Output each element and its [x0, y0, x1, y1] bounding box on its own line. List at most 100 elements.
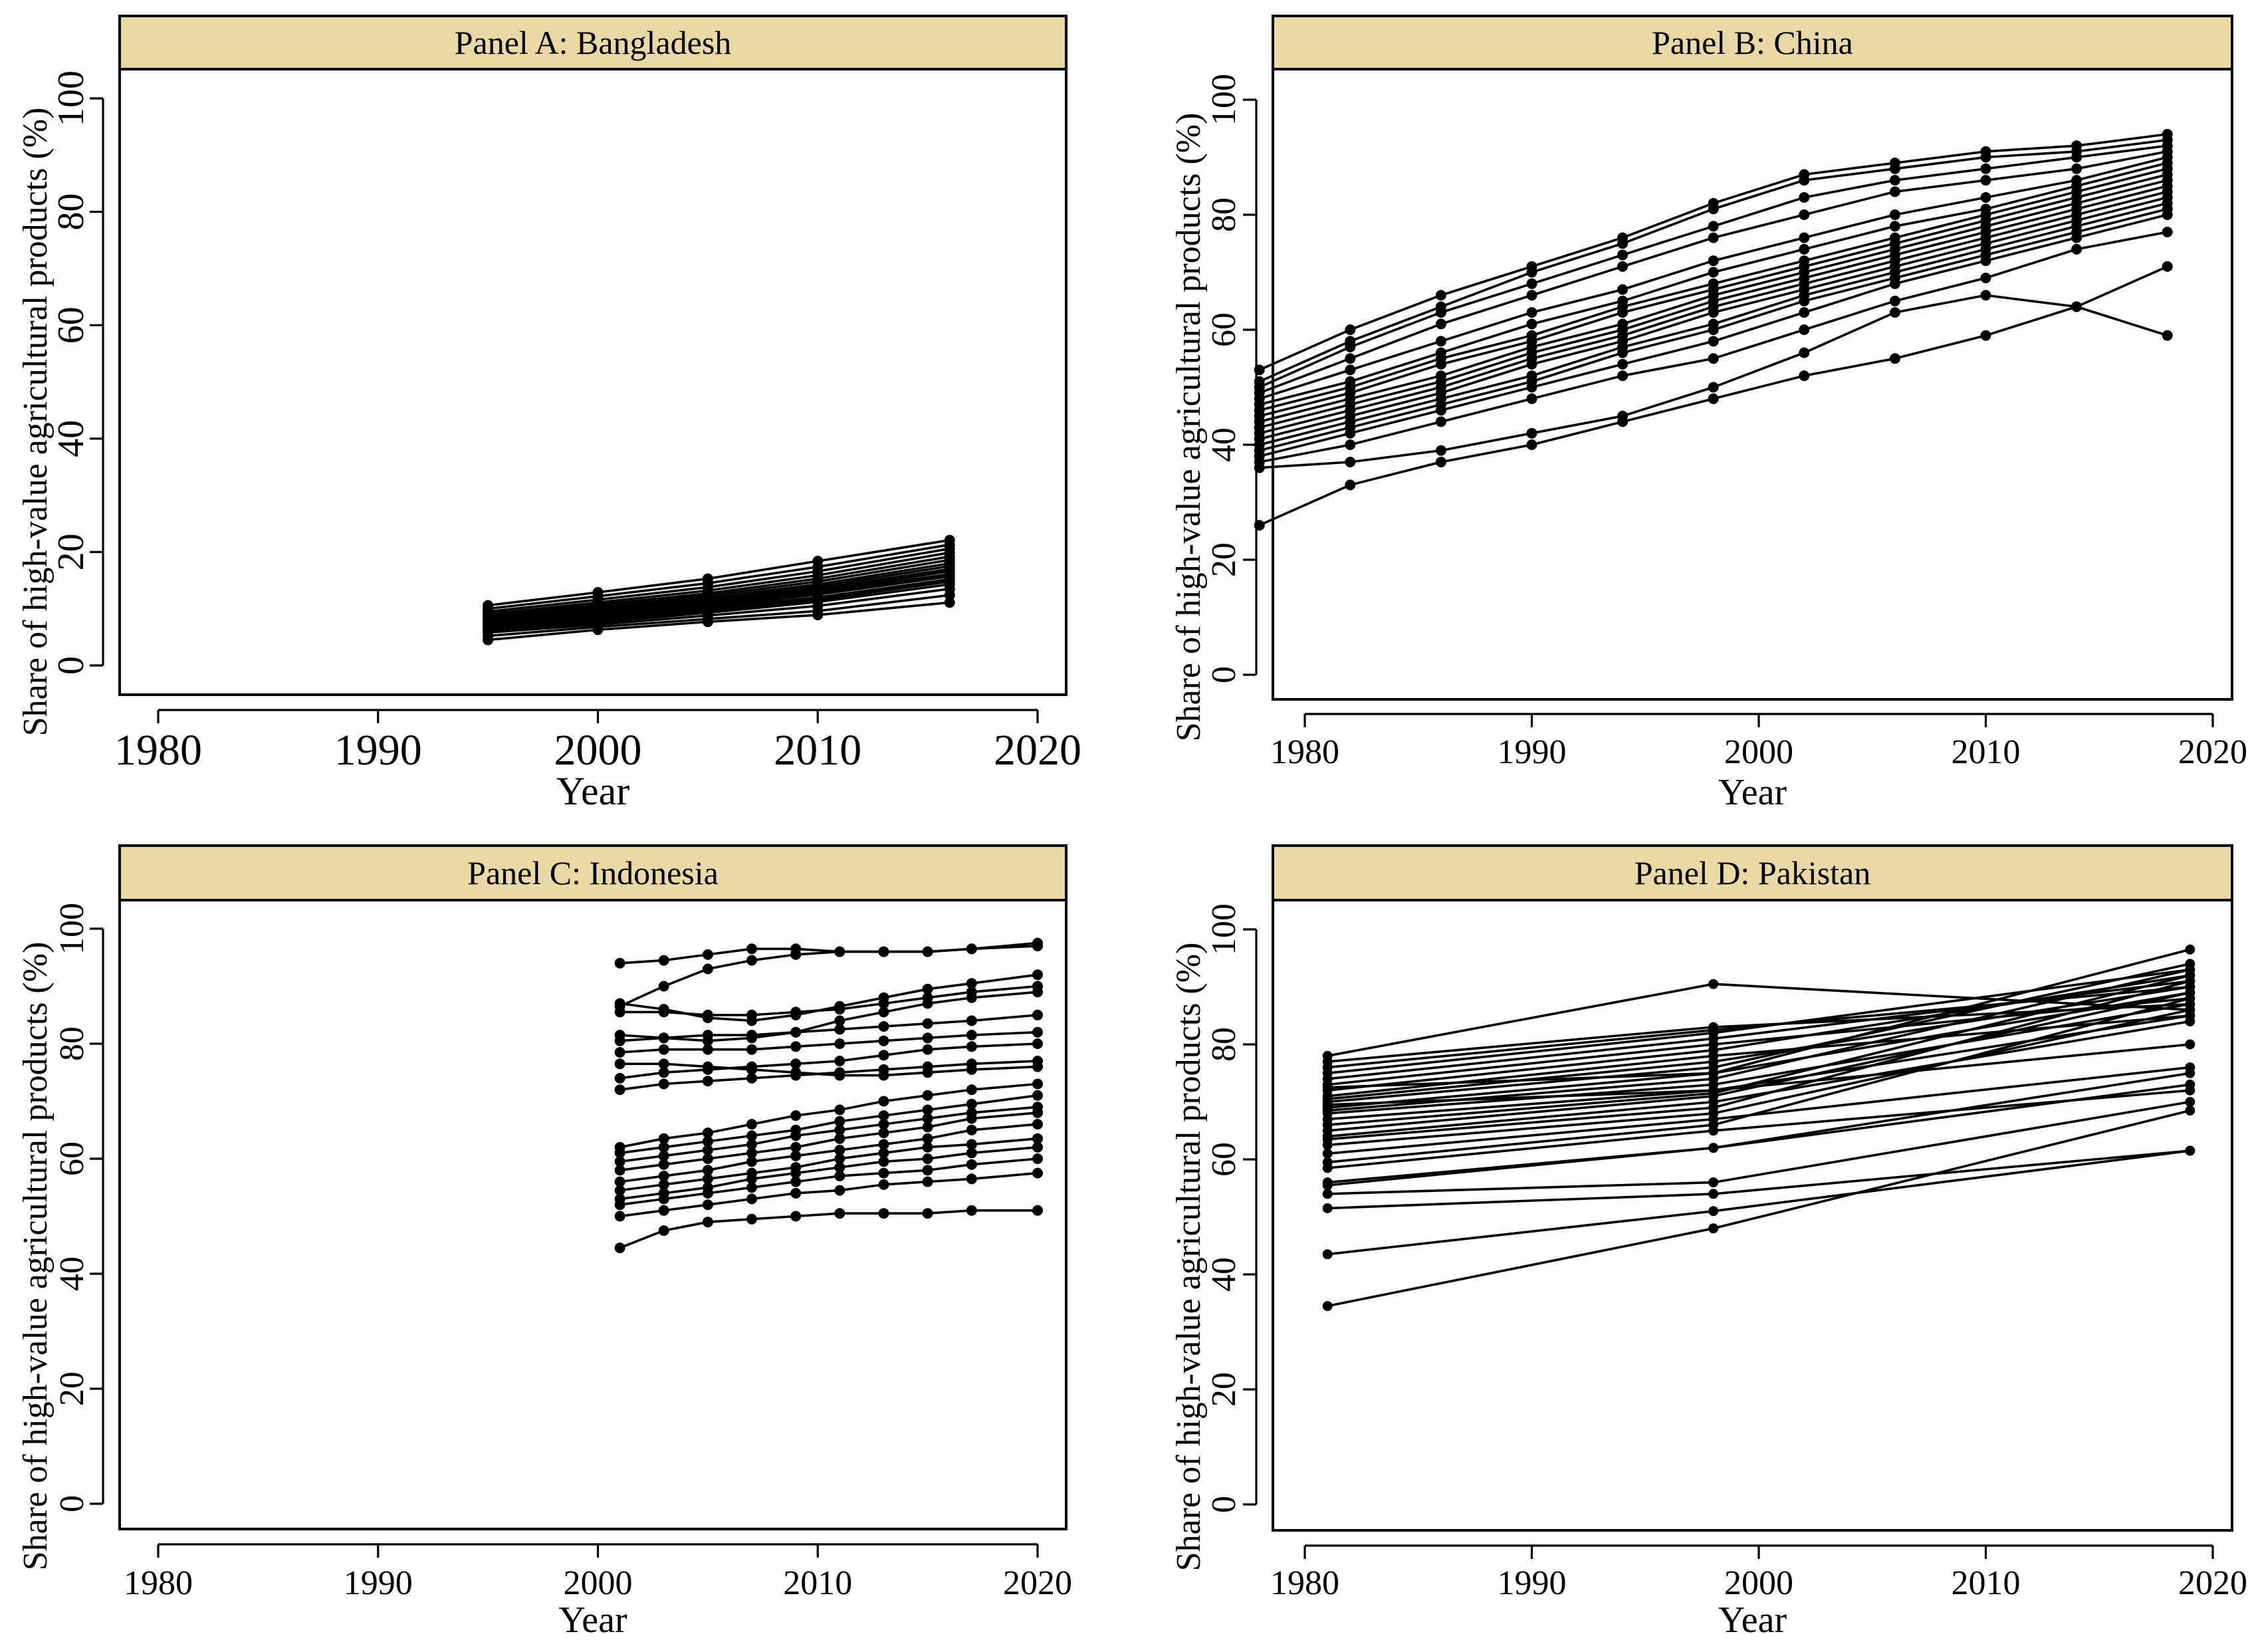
data-point: [1526, 427, 1537, 439]
data-point: [1708, 1189, 1719, 1199]
data-point: [746, 955, 757, 966]
data-point: [746, 1130, 757, 1141]
data-point: [878, 1070, 889, 1081]
data-point: [746, 1032, 757, 1044]
data-point: [834, 1133, 845, 1144]
data-point: [1889, 175, 1900, 186]
series-line-province-8: [618, 1106, 1039, 1163]
data-point: [1435, 457, 1446, 467]
series-line-province-18: [618, 973, 1039, 1022]
data-point: [614, 1156, 625, 1167]
x-axis-title: Year: [1718, 1599, 1787, 1641]
x-tick-label: 2020: [994, 726, 1081, 774]
y-tick-label: 100: [51, 70, 92, 126]
data-point: [922, 1032, 933, 1044]
data-point: [658, 1044, 669, 1055]
data-point: [702, 1127, 713, 1139]
x-tick-label: 2000: [1724, 1564, 1793, 1602]
x-tick-label: 2020: [2178, 1564, 2247, 1602]
data-point: [812, 556, 824, 566]
panel-d-title-strip: [1272, 844, 2233, 901]
data-point: [966, 978, 977, 989]
data-point: [658, 981, 669, 992]
data-point: [1617, 249, 1629, 261]
data-point: [614, 957, 625, 969]
data-point: [834, 1153, 845, 1164]
data-point: [1032, 1090, 1043, 1101]
data-point: [966, 1098, 977, 1110]
data-point: [834, 1145, 845, 1155]
data-point: [1708, 393, 1719, 404]
data-point: [614, 1141, 625, 1153]
data-point: [702, 1173, 713, 1185]
panel-c-title-strip: [118, 844, 1068, 901]
data-point: [922, 1018, 933, 1029]
data-point: [790, 1162, 802, 1173]
data-point: [614, 1001, 625, 1012]
y-axis-title: Share of high-value agricultural product…: [1170, 943, 1208, 1572]
data-point: [790, 1150, 802, 1161]
data-point: [790, 1124, 802, 1135]
x-tick-label: 1980: [124, 1564, 193, 1602]
panel-d-x-axis: 1980 1990 2000 2010 2020 Year: [1270, 1544, 2247, 1641]
y-tick-label: 20: [1205, 1372, 1243, 1407]
panel-c: Panel C: Indonesia 1980 1990 2000 2010 2020 Ye…: [17, 844, 1072, 1641]
data-point: [702, 949, 713, 960]
data-point: [966, 1205, 977, 1216]
data-point: [1032, 1078, 1043, 1090]
data-point: [614, 1176, 625, 1187]
data-point: [1708, 1223, 1719, 1234]
data-point: [1032, 1038, 1043, 1049]
data-point: [1032, 1102, 1043, 1113]
data-point: [1322, 1148, 1333, 1159]
data-point: [1032, 1061, 1043, 1072]
data-point: [834, 1056, 845, 1066]
data-point: [966, 1124, 977, 1135]
data-point: [1032, 1141, 1043, 1153]
data-point: [1889, 186, 1900, 197]
data-point: [1322, 1249, 1333, 1260]
panel-b-plot-frame: [1272, 68, 2233, 701]
data-point: [658, 955, 669, 966]
y-tick-label: 60: [1205, 312, 1243, 347]
data-point: [1617, 295, 1629, 306]
data-point: [966, 1173, 977, 1185]
panel-d-plot-frame: [1272, 899, 2233, 1532]
data-point: [1708, 979, 1719, 989]
data-point: [1322, 1050, 1333, 1061]
data-point: [834, 1185, 845, 1196]
data-point: [1254, 520, 1265, 531]
data-point: [878, 1139, 889, 1150]
data-point: [1708, 1143, 1719, 1153]
data-point: [878, 1208, 889, 1219]
data-point: [1435, 290, 1446, 301]
data-point: [1032, 1119, 1043, 1130]
data-point: [878, 1156, 889, 1167]
data-point: [922, 1208, 933, 1219]
data-point: [614, 1047, 625, 1058]
data-point: [1322, 1203, 1333, 1213]
panel-a-title-strip: [118, 15, 1068, 70]
data-point: [834, 1162, 845, 1173]
data-point: [614, 1211, 625, 1222]
data-point: [1708, 255, 1719, 267]
data-point: [614, 1030, 625, 1040]
data-point: [1980, 175, 1991, 186]
data-point: [878, 1035, 889, 1046]
data-point: [922, 1090, 933, 1101]
data-point: [1345, 364, 1356, 376]
data-point: [1617, 232, 1629, 243]
data-point: [614, 1242, 625, 1254]
data-point: [746, 1072, 757, 1084]
data-point: [2185, 1145, 2195, 1156]
data-point: [966, 1030, 977, 1040]
data-point: [746, 1213, 757, 1225]
data-point: [702, 1044, 713, 1055]
x-tick-label: 2010: [1952, 1564, 2021, 1602]
data-point: [658, 1187, 669, 1199]
data-point: [1032, 969, 1043, 981]
series-line-province-12: [618, 1042, 1039, 1080]
series-line-province-6: [618, 1123, 1039, 1183]
